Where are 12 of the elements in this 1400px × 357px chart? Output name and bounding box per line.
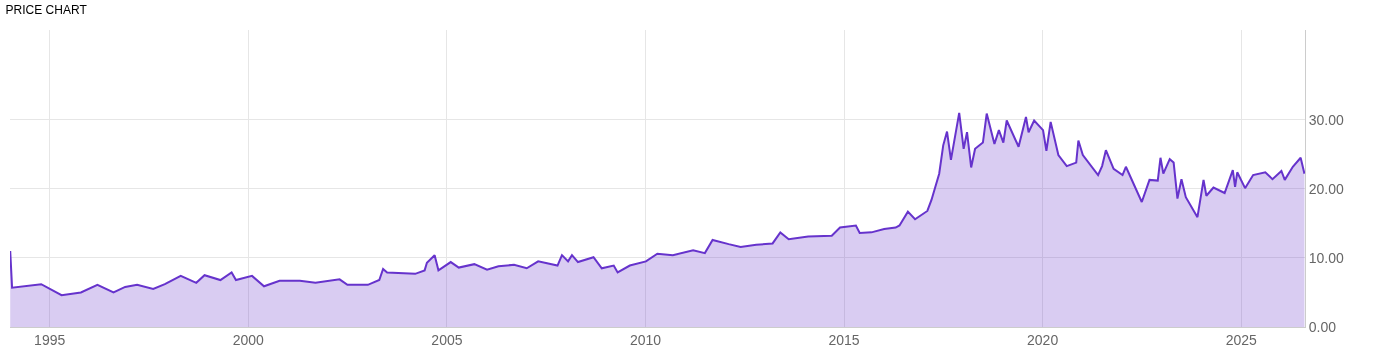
y-tick-label: 20.00: [1308, 180, 1345, 197]
x-tick-label: 2015: [828, 331, 860, 348]
y-tick-label: 10.00: [1308, 249, 1345, 266]
x-tick-label: 2020: [1027, 331, 1059, 348]
x-tick-label: 2000: [232, 331, 265, 348]
chart-title: PRICE CHART: [5, 2, 88, 17]
y-tick-label: 30.00: [1308, 111, 1345, 128]
x-tick-label: 2005: [431, 331, 463, 348]
x-tick-label: 2010: [629, 331, 662, 348]
x-tick-label: 2025: [1225, 331, 1258, 348]
x-tick-label: 1995: [34, 331, 66, 348]
y-tick-label: 0.00: [1308, 318, 1337, 335]
